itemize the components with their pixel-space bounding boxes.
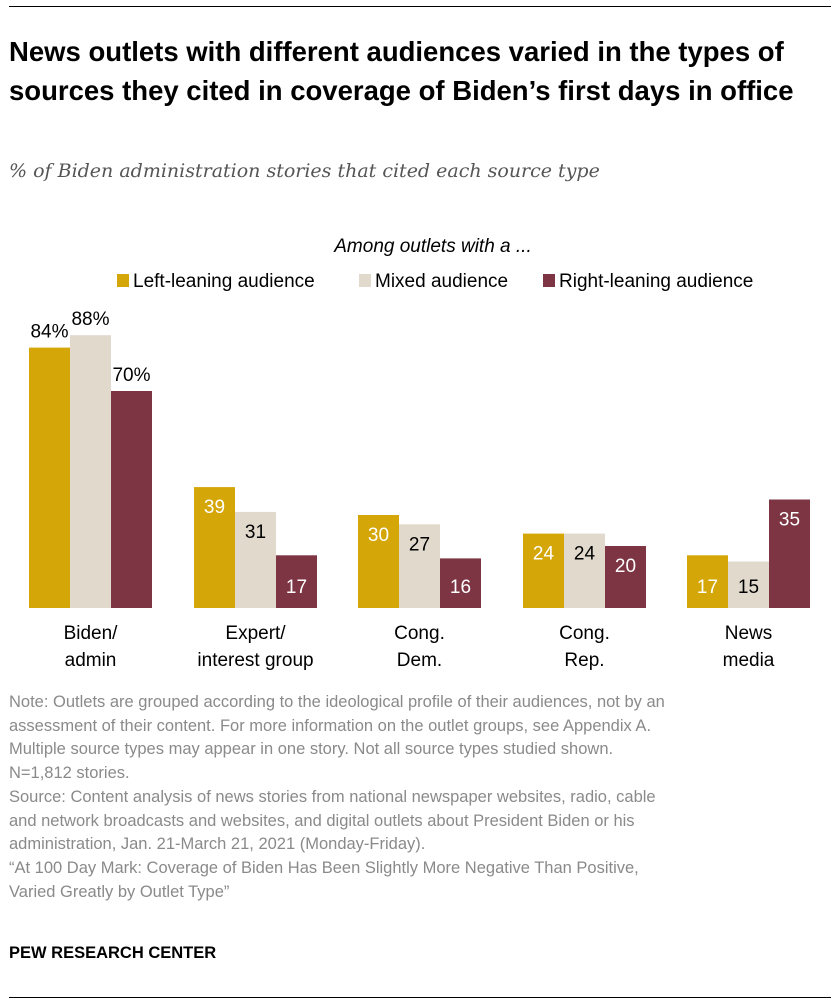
bar <box>358 515 399 608</box>
bar <box>399 524 440 608</box>
data-label: 30 <box>368 525 389 546</box>
data-label: 27 <box>409 534 430 555</box>
legend-swatch <box>117 274 129 287</box>
data-label: 84% <box>30 322 68 343</box>
note-line: assessment of their content. For more in… <box>9 716 652 735</box>
report-title-line: “At 100 Day Mark: Coverage of Biden Has … <box>9 858 639 877</box>
report-title-line: Varied Greatly by Outlet Type” <box>9 882 230 901</box>
legend-swatch <box>359 274 371 287</box>
bar <box>235 511 276 608</box>
category-label: media <box>723 650 775 671</box>
bar <box>194 487 235 608</box>
bar <box>276 555 317 608</box>
category-label: Biden/ <box>64 623 119 644</box>
bar <box>728 561 769 608</box>
source-line: administration, Jan. 21-March 21, 2021 (… <box>9 835 426 854</box>
chart-notes: Note: Outlets are grouped according to t… <box>9 691 831 904</box>
source-line: Source: Content analysis of news stories… <box>9 787 656 806</box>
bar <box>523 533 564 608</box>
data-label: 16 <box>450 577 471 598</box>
top-rule <box>9 6 831 7</box>
data-label: 24 <box>574 544 596 565</box>
note-line: N=1,812 stories. <box>9 764 130 783</box>
category-label: Dem. <box>397 650 442 671</box>
legend-swatch <box>543 274 555 287</box>
bar <box>111 391 152 608</box>
category-label: News <box>725 623 773 644</box>
pew-logo-text: PEW RESEARCH CENTER <box>9 944 217 962</box>
bar <box>440 558 481 608</box>
data-label: 24 <box>533 544 555 565</box>
chart-title: News outlets with different audiences va… <box>9 36 794 106</box>
data-label: 39 <box>204 497 225 518</box>
note-line: Multiple source types may appear in one … <box>9 740 614 759</box>
data-label: 17 <box>697 577 718 598</box>
legend-title: Among outlets with a ... <box>333 236 532 257</box>
category-label: admin <box>65 650 117 671</box>
legend-label: Right-leaning audience <box>559 271 753 292</box>
category-label: interest group <box>197 650 313 671</box>
chart-subtitle: % of Biden administration stories that c… <box>9 160 600 182</box>
category-label: Rep. <box>564 650 604 671</box>
data-label: 15 <box>738 577 759 598</box>
grouped-bar-chart: Among outlets with a ... Left-leaning aud… <box>29 236 810 671</box>
data-label: 35 <box>779 510 800 531</box>
category-label: Cong. <box>394 623 445 644</box>
category-label: Cong. <box>559 623 610 644</box>
category-label: Expert/ <box>225 623 286 644</box>
bottom-rule <box>9 997 831 998</box>
data-label: 17 <box>286 577 307 598</box>
data-label: 20 <box>615 556 636 577</box>
legend-label: Mixed audience <box>375 271 508 292</box>
bar <box>564 533 605 608</box>
bar <box>29 347 70 608</box>
note-line: Note: Outlets are grouped according to t… <box>9 693 665 711</box>
data-label: 31 <box>245 522 266 543</box>
bar <box>687 555 728 608</box>
source-line: and network broadcasts and websites, and… <box>9 811 635 830</box>
data-label: 88% <box>71 309 109 330</box>
bar <box>769 499 810 608</box>
data-label: 70% <box>112 365 150 386</box>
bar <box>70 335 111 608</box>
bar <box>605 546 646 608</box>
legend-label: Left-leaning audience <box>133 271 315 292</box>
